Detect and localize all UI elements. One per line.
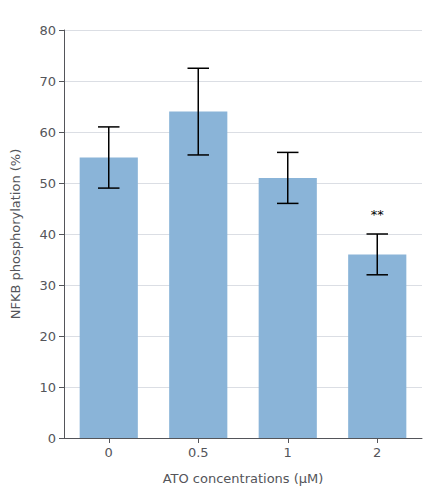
svg-text:0.5: 0.5 (188, 445, 209, 460)
svg-text:30: 30 (39, 278, 56, 293)
svg-text:60: 60 (39, 125, 56, 140)
svg-text:2: 2 (373, 445, 381, 460)
svg-text:50: 50 (39, 176, 56, 191)
svg-text:NFKB phosphorylation (%): NFKB phosphorylation (%) (8, 149, 23, 320)
svg-text:0: 0 (48, 431, 56, 446)
svg-text:ATO concentrations (μM): ATO concentrations (μM) (163, 471, 324, 486)
svg-text:1: 1 (284, 445, 292, 460)
svg-text:0: 0 (105, 445, 113, 460)
svg-text:70: 70 (39, 74, 56, 89)
svg-text:40: 40 (39, 227, 56, 242)
svg-text:**: ** (371, 207, 385, 222)
svg-text:80: 80 (39, 23, 56, 38)
svg-text:10: 10 (39, 380, 56, 395)
svg-text:20: 20 (39, 329, 56, 344)
